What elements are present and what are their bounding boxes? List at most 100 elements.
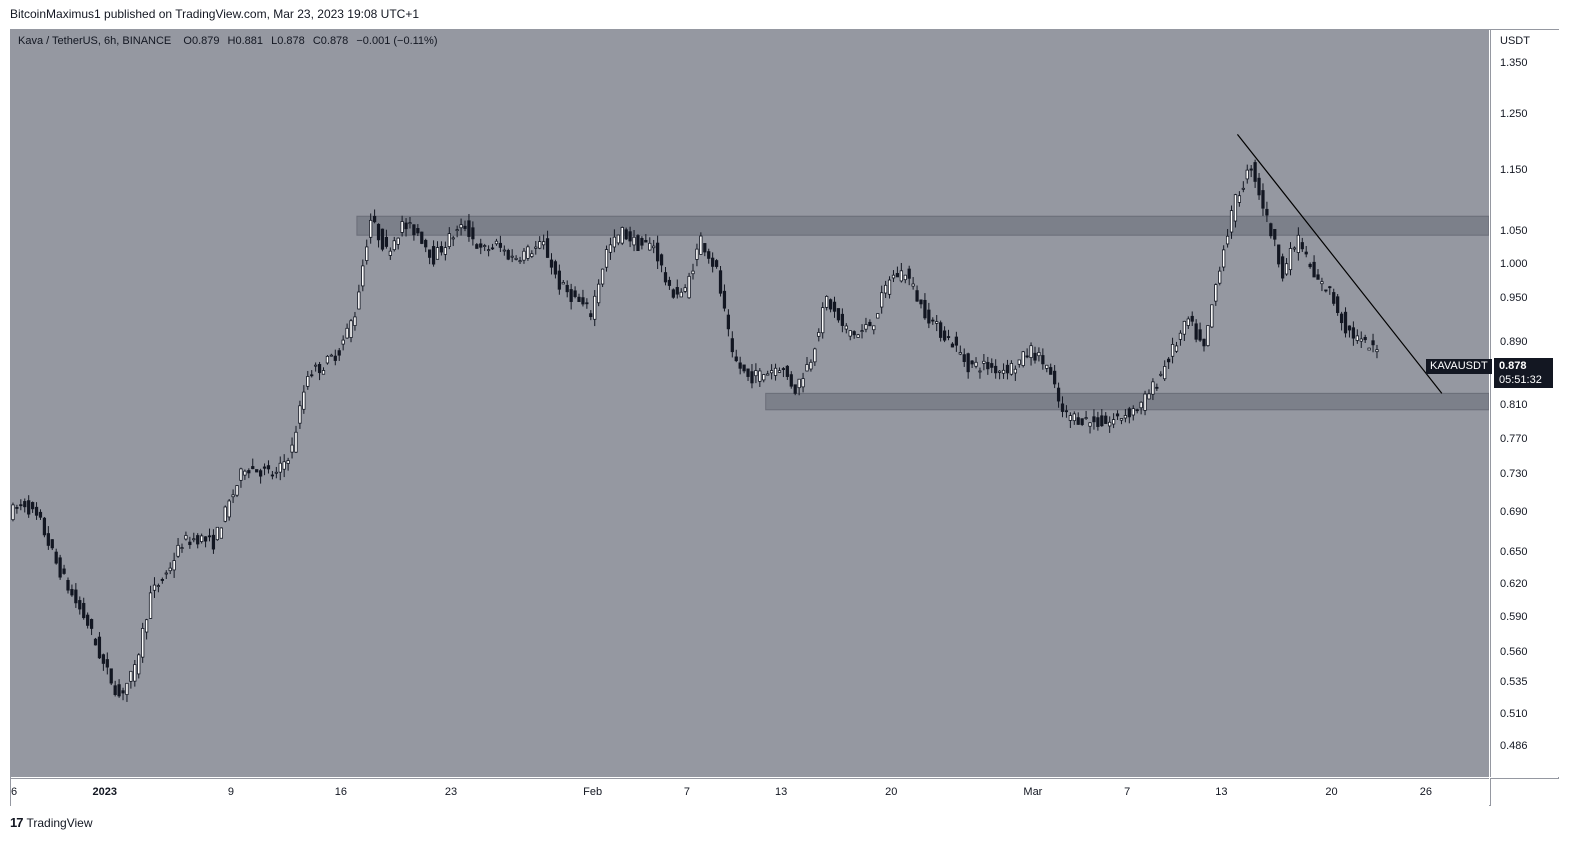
candle-body-2023-01-22T18 [447, 233, 451, 248]
candle-body-2023-02-02T00 [608, 244, 613, 253]
horizontal-zone-1 [356, 215, 1489, 236]
candle-body-2023-02-15T06 [817, 331, 821, 337]
candle-body-2023-02-05T00 [656, 242, 660, 262]
candle-body-2023-02-18T12 [868, 321, 872, 327]
candle-body-2023-02-19T00 [876, 313, 880, 319]
time-axis[interactable] [11, 778, 1489, 806]
candle-body-2023-01-25T18 [494, 240, 499, 245]
candle-body-2023-01-17T12 [365, 246, 369, 261]
candle-body-2023-01-05T18 [180, 547, 184, 549]
candle-body-2023-02-13T18 [793, 384, 797, 394]
footer-brand[interactable]: 17 TradingView [10, 815, 93, 830]
candle-body-2023-02-12T12 [773, 367, 778, 376]
candle-body-2023-02-14T12 [805, 364, 809, 372]
candle-body-2022-12-27T18 [38, 511, 43, 518]
candle-body-2023-01-20T06 [408, 222, 412, 225]
candle-body-2023-03-19T06 [1320, 281, 1324, 285]
price-axis[interactable] [1490, 30, 1559, 777]
candle-body-2023-02-17T00 [844, 325, 848, 330]
candle-body-2023-03-12T06 [1210, 304, 1214, 328]
candle-body-2023-03-01T06 [1037, 351, 1041, 357]
candle-body-2023-03-18T06 [1304, 251, 1308, 255]
candle-body-2023-02-25T18 [982, 360, 986, 364]
candle-body-2022-12-26T00 [11, 504, 15, 521]
horizontal-zone-2 [765, 392, 1489, 411]
candle-body-2023-02-13T06 [785, 365, 789, 377]
candle-body-2023-01-18T00 [372, 215, 377, 223]
chart-plot-area[interactable] [11, 30, 1489, 777]
candle-body-2023-03-07T06 [1131, 408, 1135, 416]
candle-body-2023-02-20T12 [899, 270, 903, 282]
candle-body-2023-01-28T18 [542, 241, 546, 246]
candle-body-2023-02-24T12 [962, 354, 966, 362]
candle-body-2023-02-21T06 [911, 283, 915, 287]
currency-label: USDT [1500, 35, 1530, 47]
candle-body-2023-02-01T18 [604, 249, 609, 268]
candle-body-2023-03-06T18 [1123, 415, 1128, 419]
candle-body-2023-03-20T18 [1343, 311, 1348, 334]
candle-body-2023-02-10T12 [742, 364, 746, 372]
candle-body-2023-03-10T12 [1182, 320, 1186, 335]
candle-body-2023-03-03T00 [1064, 410, 1069, 413]
candle-body-2023-02-08T18 [714, 260, 719, 267]
candle-body-2023-02-28T12 [1025, 355, 1029, 358]
candle-body-2023-03-11T18 [1202, 338, 1206, 347]
candle-body-2023-01-05T12 [176, 544, 180, 557]
candle-body-2023-01-07T00 [200, 535, 204, 543]
candle-body-2023-03-01T18 [1045, 364, 1049, 369]
candle-body-2023-01-04T18 [164, 572, 168, 575]
candle-body-2023-01-06T18 [196, 535, 200, 545]
candle-body-2023-01-19T00 [388, 250, 392, 256]
candle-body-2023-02-19T18 [887, 279, 892, 295]
candle-body-2023-03-01T00 [1033, 352, 1037, 361]
candle-body-2022-12-30T06 [78, 600, 82, 610]
candle-body-2023-03-19T18 [1328, 286, 1332, 289]
candle-body-2023-03-09T00 [1159, 373, 1163, 376]
candle-body-2023-01-11T06 [266, 465, 271, 470]
candle-body-2022-12-30T00 [74, 589, 78, 604]
candle-body-2023-03-02T12 [1056, 387, 1061, 402]
candle-body-2023-02-09T00 [718, 270, 723, 294]
candle-body-2023-01-09T18 [243, 470, 247, 476]
candle-body-2023-01-28T12 [538, 241, 542, 249]
candle-body-2023-02-27T12 [1009, 363, 1014, 375]
candle-body-2023-01-26T18 [510, 255, 514, 258]
candle-body-2023-01-11T18 [274, 471, 278, 474]
candle-body-2023-02-08T06 [707, 251, 711, 259]
candle-body-2023-02-26T00 [986, 361, 990, 370]
candle-body-2022-12-29T12 [66, 579, 70, 591]
candle-body-2023-02-17T18 [856, 334, 860, 338]
candle-body-2023-03-04T18 [1092, 416, 1096, 423]
price-tick-1.050: 1.050 [1500, 224, 1528, 237]
candle-body-2023-03-10T06 [1178, 332, 1183, 340]
candle-body-2023-03-09T12 [1167, 358, 1171, 363]
candle-body-2023-02-14T00 [797, 378, 801, 389]
candle-body-2023-03-20T12 [1339, 313, 1344, 324]
candle-body-2022-12-29T06 [62, 568, 66, 574]
candle-body-2023-03-03T18 [1076, 417, 1080, 425]
candle-body-2023-01-13T06 [298, 405, 302, 424]
candlestick-chart[interactable] [11, 30, 1489, 777]
high-label: H [227, 35, 236, 47]
candle-body-2023-01-23T06 [455, 229, 459, 232]
candle-body-2023-02-09T12 [726, 314, 730, 330]
candle-body-2023-02-07T06 [691, 270, 695, 275]
candle-body-2023-02-17T12 [852, 331, 856, 336]
candle-body-2023-01-03T12 [144, 619, 149, 633]
price-tick-0.810: 0.810 [1500, 398, 1528, 411]
candle-body-2023-03-14T06 [1241, 187, 1245, 190]
candle-body-2023-02-02T18 [620, 227, 624, 244]
candle-body-2023-02-06T18 [683, 287, 687, 292]
candle-body-2023-01-06T12 [192, 538, 196, 541]
candle-body-2023-01-29T18 [557, 270, 561, 290]
last-price: 0.878 [1499, 360, 1527, 372]
candle-body-2023-03-01T12 [1041, 355, 1045, 365]
candle-body-2023-03-08T18 [1155, 386, 1159, 389]
close-label: C [312, 35, 321, 47]
tradingview-brand: TradingView [26, 815, 93, 830]
candle-body-2023-02-11T00 [750, 371, 754, 384]
candle-body-2023-02-20T06 [895, 273, 900, 278]
candle-body-2023-01-05T00 [168, 567, 172, 572]
candle-body-2023-03-15T12 [1261, 190, 1265, 209]
candle-body-2022-12-29T18 [70, 589, 74, 596]
